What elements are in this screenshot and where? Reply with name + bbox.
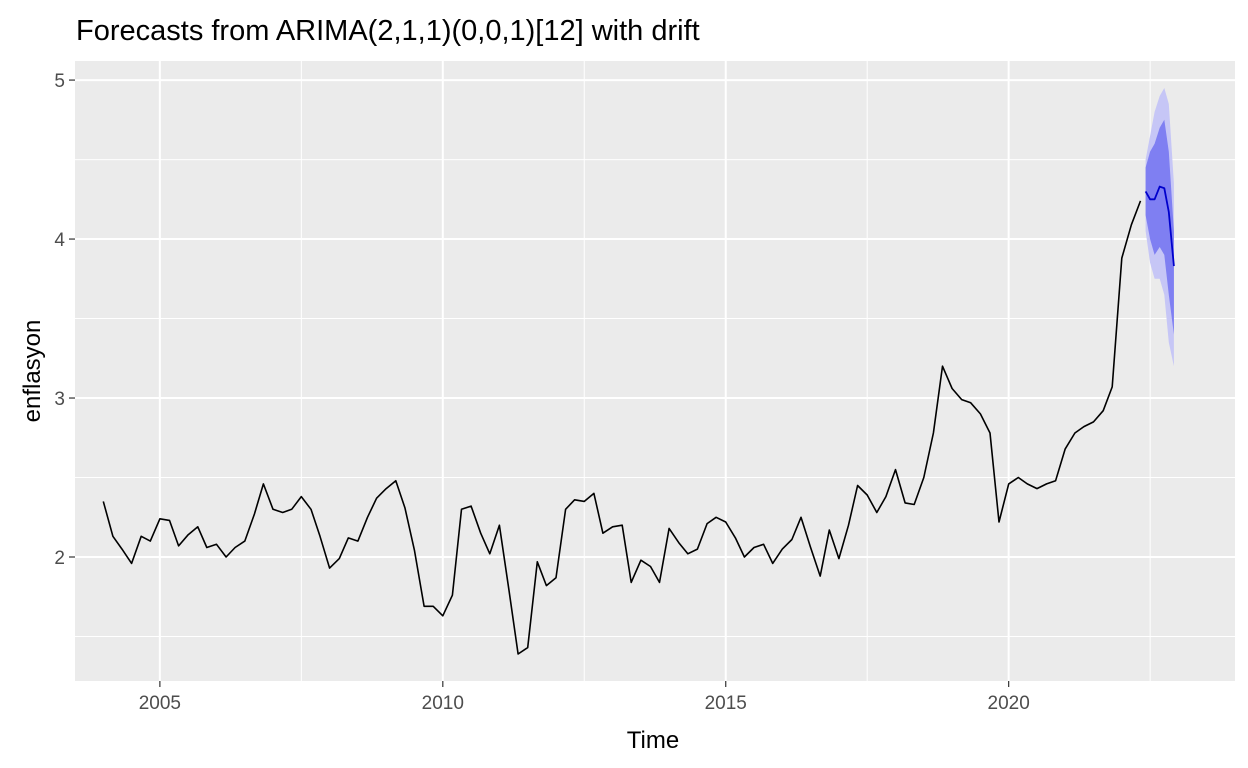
x-tick-label-2020: 2020: [988, 693, 1030, 714]
y-tick-label-2: 2: [54, 548, 65, 569]
y-tick-label-3: 3: [54, 389, 65, 410]
history-line: [102, 200, 1142, 655]
forecast-bands: [1145, 88, 1174, 367]
x-tick-label-2005: 2005: [139, 693, 181, 714]
y-tick-label-5: 5: [54, 71, 65, 92]
x-axis-title: Time: [627, 727, 679, 754]
chart-title: Forecasts from ARIMA(2,1,1)(0,0,1)[12] w…: [76, 15, 700, 47]
x-tick-label-2015: 2015: [705, 693, 747, 714]
y-tick-label-4: 4: [54, 230, 65, 251]
x-tick-label-2010: 2010: [422, 693, 464, 714]
major-gridlines: [75, 61, 1235, 681]
forecast-mean-line: [1144, 185, 1175, 267]
x-axis-ticks: 2005 2010 2015 2020: [139, 681, 1030, 714]
plot-panel: [75, 61, 1235, 681]
forecast-band-80: [1145, 119, 1174, 335]
y-axis-ticks: 2 3 4 5: [54, 71, 75, 569]
series-lines: [102, 185, 1175, 655]
y-axis-title: enflasyon: [19, 320, 46, 423]
